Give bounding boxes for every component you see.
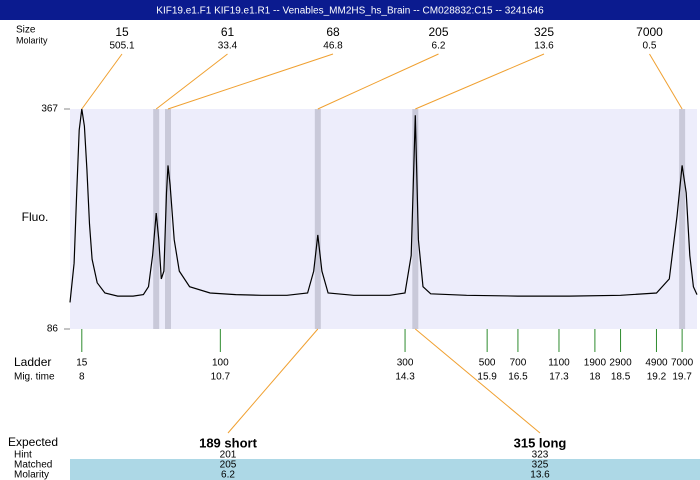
peak-molarity: 505.1 — [109, 41, 134, 52]
matched-label: Matched — [14, 460, 52, 471]
molarity-value: 13.6 — [530, 470, 550, 480]
ladder-time: 8 — [79, 372, 85, 383]
ladder-time: 10.7 — [211, 372, 231, 383]
peak-molarity: 6.2 — [432, 41, 446, 52]
ladder-size: 300 — [397, 358, 414, 369]
ladder-size: 700 — [510, 358, 527, 369]
expected-connector — [414, 328, 541, 434]
peak-connector — [317, 53, 439, 110]
size-label: Size — [16, 25, 36, 36]
ladder-size: 4900 — [645, 358, 668, 369]
peak-size: 7000 — [636, 25, 663, 39]
hint-value: 201 — [220, 450, 237, 461]
expected-name: 315 long — [514, 435, 567, 450]
peak-band — [165, 109, 172, 329]
peak-band — [412, 109, 419, 329]
peak-molarity: 0.5 — [643, 41, 657, 52]
peak-band — [314, 109, 321, 329]
ladder-time: 18 — [589, 372, 601, 383]
peak-connector — [649, 53, 683, 110]
molarity-label: Molarity — [16, 35, 48, 45]
ladder-size: 15 — [76, 358, 88, 369]
expected-connector — [227, 328, 319, 434]
ladder-time: 16.5 — [508, 372, 528, 383]
peak-size: 325 — [534, 25, 554, 39]
matched-value: 205 — [220, 460, 237, 471]
peak-molarity: 13.6 — [534, 41, 554, 52]
ladder-size: 7000 — [671, 358, 694, 369]
ladder-size: 100 — [212, 358, 229, 369]
molarity-row-label: Molarity — [14, 470, 49, 480]
trace — [69, 108, 698, 303]
ladder-size: 500 — [479, 358, 496, 369]
peak-connector — [167, 53, 334, 110]
ladder-time: 15.9 — [477, 372, 497, 383]
ladder-time: 14.3 — [395, 372, 415, 383]
y-tick-label: 86 — [47, 324, 59, 335]
plot-area — [70, 109, 697, 329]
peak-size: 15 — [115, 25, 129, 39]
title: KIF19.e1.F1 KIF19.e1.R1 -- Venables_MM2H… — [156, 6, 544, 17]
y-tick-label: 367 — [41, 104, 58, 115]
peak-molarity: 33.4 — [218, 41, 238, 52]
peak-band — [679, 109, 686, 329]
expected-name: 189 short — [199, 435, 257, 450]
peak-size: 61 — [221, 25, 235, 39]
ladder-time: 17.3 — [549, 372, 569, 383]
peak-molarity: 46.8 — [323, 41, 343, 52]
peak-connector — [155, 53, 228, 110]
y-axis-label: Fluo. — [22, 210, 49, 224]
ladder-size: 1900 — [584, 358, 607, 369]
peak-size: 205 — [428, 25, 448, 39]
title-bar — [0, 0, 700, 20]
peak-connector — [81, 53, 123, 110]
ladder-label: Ladder — [14, 355, 51, 369]
ladder-size: 1100 — [548, 358, 570, 369]
ladder-size: 2900 — [609, 358, 632, 369]
hint-label: Hint — [14, 450, 32, 461]
hint-value: 323 — [532, 450, 549, 461]
matched-value: 325 — [532, 460, 549, 471]
ladder-time: 19.2 — [647, 372, 667, 383]
peak-size: 68 — [326, 25, 340, 39]
matched-band — [70, 459, 700, 480]
ladder-time: 19.7 — [672, 372, 692, 383]
expected-label: Expected — [8, 435, 58, 449]
ladder-time: 18.5 — [611, 372, 631, 383]
peak-connector — [415, 53, 545, 110]
molarity-value: 6.2 — [221, 470, 235, 480]
mig-time-label: Mig. time — [14, 372, 55, 383]
